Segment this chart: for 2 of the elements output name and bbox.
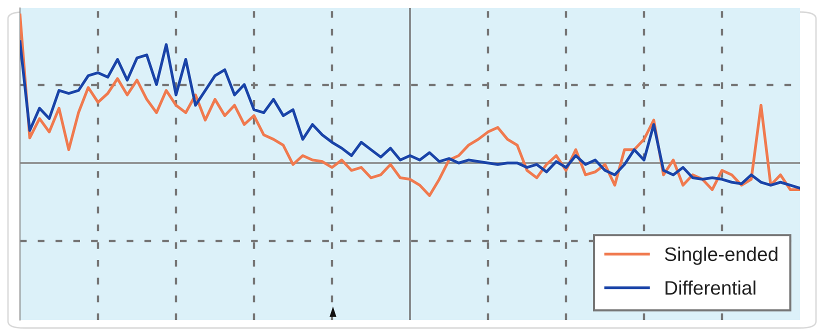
legend-label: Single-ended bbox=[664, 246, 778, 265]
legend-label: Differential bbox=[666, 280, 756, 295]
